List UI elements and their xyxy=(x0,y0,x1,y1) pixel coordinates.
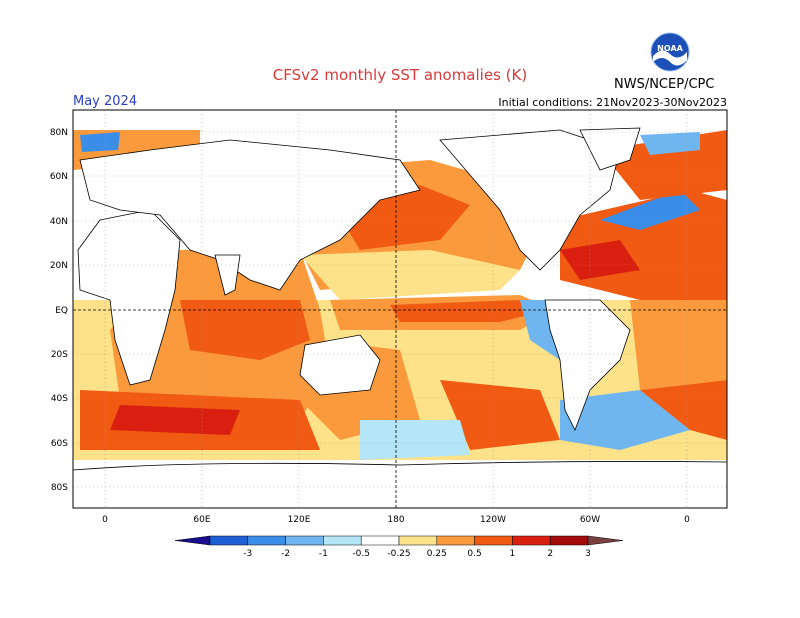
lon-label: 120E xyxy=(288,515,311,525)
colorbar-tick-label: 2 xyxy=(547,549,553,559)
agency-label: NWS/NCEP/CPC xyxy=(614,77,715,92)
colorbar-swatch xyxy=(512,535,551,546)
colorbar-tick-label: -0.5 xyxy=(352,549,370,559)
map-title: CFSv2 monthly SST anomalies (K) xyxy=(272,66,528,84)
colorbar-tick-label: 1 xyxy=(510,549,516,559)
colorbar-swatch xyxy=(247,535,286,546)
longitude-labels: 0 60E 120E 180 120W 60W 0 xyxy=(102,515,690,525)
lat-label: 40N xyxy=(50,217,68,227)
colorbar-swatch xyxy=(436,535,475,546)
map-frame xyxy=(72,109,728,509)
lat-label: 40S xyxy=(51,394,68,404)
colorbar-tick-label: -2 xyxy=(281,549,290,559)
colorbar-tick-label: 3 xyxy=(585,549,591,559)
colorbar-swatch xyxy=(323,535,362,546)
colorbar-tick-label: -1 xyxy=(319,549,328,559)
lat-label: 80N xyxy=(50,128,68,138)
lat-label: 60S xyxy=(51,439,68,449)
lat-label: 20N xyxy=(50,261,68,271)
valid-month: May 2024 xyxy=(73,94,138,109)
lat-label: 20S xyxy=(51,350,68,360)
lon-label: 120W xyxy=(480,515,506,525)
colorbar-swatch xyxy=(474,535,513,546)
colorbar-tick-label: 0.25 xyxy=(427,549,447,559)
initial-conditions: Initial conditions: 21Nov2023-30Nov2023 xyxy=(498,96,727,109)
lon-label: 0 xyxy=(684,515,690,525)
lat-label: EQ xyxy=(55,306,68,316)
lon-label: 60E xyxy=(193,515,210,525)
colorbar: -3 -2 -1 -0.5 -0.25 0.25 0.5 1 2 3 xyxy=(174,535,624,559)
colorbar-swatch xyxy=(549,535,589,546)
colorbar-swatch xyxy=(360,535,400,546)
graticule xyxy=(73,110,727,508)
colorbar-max-arrow xyxy=(587,535,624,546)
colorbar-tick-label: 0.5 xyxy=(467,549,481,559)
lon-label: 0 xyxy=(102,515,108,525)
lon-label: 60W xyxy=(580,515,600,525)
latitude-labels: 80N 60N 40N 20N EQ 20S 40S 60S 80S xyxy=(50,128,68,493)
colorbar-tick-label: -0.25 xyxy=(387,549,410,559)
colorbar-min-arrow xyxy=(174,535,211,546)
colorbar-tick-label: -3 xyxy=(243,549,252,559)
colorbar-swatch xyxy=(285,535,324,546)
colorbar-swatch xyxy=(398,535,438,546)
land-masses xyxy=(73,127,727,508)
noaa-logo-icon: NOAA xyxy=(650,32,690,72)
lat-label: 60N xyxy=(50,172,68,182)
colorbar-swatch xyxy=(209,535,249,546)
lon-label: 180 xyxy=(387,515,404,525)
lat-label: 80S xyxy=(51,483,68,493)
svg-text:NOAA: NOAA xyxy=(657,44,683,53)
